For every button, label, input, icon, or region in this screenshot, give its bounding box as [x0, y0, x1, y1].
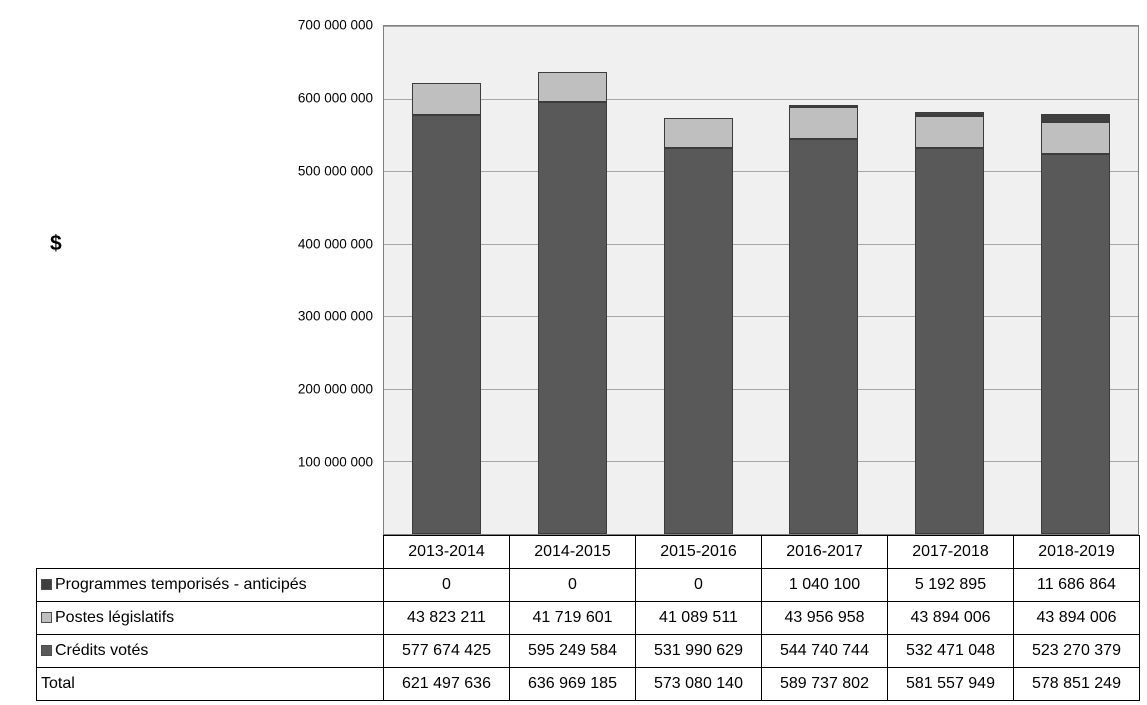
bar-slot-2015-2016: [635, 26, 761, 534]
value-cell: 544 740 744: [761, 634, 888, 668]
year-header-cell: 2016-2017: [761, 535, 888, 569]
total-value-cell: 636 969 185: [509, 667, 636, 701]
series-label: Crédits votés: [55, 642, 149, 659]
series-label: Postes législatifs: [55, 609, 175, 626]
value-cell: 41 089 511: [635, 601, 762, 635]
value-cell: 595 249 584: [509, 634, 636, 668]
y-axis-ticks: 700 000 000 600 000 000 500 000 000 400 000…: [0, 18, 378, 535]
value-cell: 1 040 100: [761, 568, 888, 602]
data-table: 2013-2014 2014-2015 2015-2016 2016-2017 2017…: [36, 535, 1140, 701]
bar-segment: [663, 147, 733, 534]
row-label-cell: Postes législatifs: [36, 601, 384, 635]
y-tick-label: 500 000 000: [297, 163, 373, 179]
gridline: [384, 316, 1138, 318]
bar-segment: [789, 106, 859, 139]
legend-swatch: [41, 645, 52, 656]
total-value-cell: 621 497 636: [383, 667, 510, 701]
bar-segment: [1040, 154, 1110, 534]
bar-slot-2017-2018: [887, 26, 1013, 534]
gridline: [384, 243, 1138, 245]
total-value-cell: 589 737 802: [761, 667, 888, 701]
bar-segment: [537, 71, 608, 103]
year-header-cell: 2014-2015: [509, 535, 636, 569]
stacked-bar: [1040, 26, 1110, 534]
bar-segment: [914, 111, 985, 116]
gridline: [384, 388, 1138, 390]
bar-segment: [663, 118, 733, 148]
year-header-cell: 2017-2018: [887, 535, 1014, 569]
bar-segment: [914, 147, 985, 534]
bar-segment: [412, 114, 482, 534]
table-corner-cell: [37, 536, 384, 569]
value-cell: 43 823 211: [383, 601, 510, 635]
y-tick-label: 400 000 000: [297, 236, 373, 252]
bar-slot-2018-2019: [1012, 26, 1138, 534]
value-cell: 41 719 601: [509, 601, 636, 635]
bar-segment: [1040, 122, 1110, 155]
gridline: [384, 26, 1138, 27]
total-value-cell: 578 851 249: [1013, 667, 1140, 701]
year-header-cell: 2013-2014: [383, 535, 510, 569]
y-tick-label: 600 000 000: [297, 90, 373, 106]
total-value-cell: 581 557 949: [887, 667, 1014, 701]
bar-segment: [789, 138, 859, 534]
row-label-cell: Programmes temporisés - anticipés: [36, 568, 384, 602]
bar-slot-2013-2014: [384, 26, 510, 534]
bar-segment: [914, 115, 985, 148]
value-cell: 43 894 006: [887, 601, 1014, 635]
stacked-bar: [412, 26, 482, 534]
bars-container: [384, 26, 1138, 534]
row-label-cell: Crédits votés: [36, 634, 384, 668]
stacked-bar: [663, 26, 733, 534]
table-header-row: 2013-2014 2014-2015 2015-2016 2016-2017 2017…: [37, 535, 1140, 569]
table-row: Crédits votés 577 674 425 595 249 584 531 9…: [36, 634, 1140, 668]
bar-segment: [412, 82, 482, 115]
total-label-cell: Total: [36, 667, 384, 701]
value-cell: 531 990 629: [635, 634, 762, 668]
bar-slot-2014-2015: [510, 26, 636, 534]
series-label: Programmes temporisés - anticipés: [55, 576, 307, 593]
value-cell: 5 192 895: [887, 568, 1014, 602]
table-row: Postes législatifs 43 823 211 41 719 601 41…: [36, 601, 1140, 635]
table-total-row: Total 621 497 636 636 969 185 573 080 140 58…: [36, 667, 1140, 701]
gridline: [384, 461, 1138, 463]
y-axis-title: $: [50, 232, 62, 255]
year-header-cell: 2015-2016: [635, 535, 762, 569]
legend-swatch: [41, 612, 52, 623]
stacked-bar: [789, 26, 859, 534]
y-tick-label: 200 000 000: [297, 381, 373, 397]
gridline: [384, 98, 1138, 100]
stacked-bar: [914, 26, 985, 534]
legend-swatch: [41, 579, 52, 590]
stacked-bar: [537, 26, 608, 534]
bar-segment: [789, 104, 859, 107]
y-tick-label: 300 000 000: [297, 308, 373, 324]
value-cell: 523 270 379: [1013, 634, 1140, 668]
value-cell: 43 956 958: [761, 601, 888, 635]
y-tick-label: 100 000 000: [297, 454, 373, 470]
bar-segment: [1040, 113, 1110, 123]
value-cell: 11 686 864: [1013, 568, 1140, 602]
value-cell: 532 471 048: [887, 634, 1014, 668]
table-row: Programmes temporisés - anticipés 0 0 0 1 04…: [36, 568, 1140, 602]
value-cell: 0: [509, 568, 636, 602]
value-cell: 0: [635, 568, 762, 602]
value-cell: 577 674 425: [383, 634, 510, 668]
y-tick-label: 700 000 000: [297, 17, 373, 33]
year-header-cell: 2018-2019: [1013, 535, 1140, 569]
gridline: [384, 171, 1138, 173]
total-value-cell: 573 080 140: [635, 667, 762, 701]
plot-area: [383, 25, 1139, 535]
bar-segment: [537, 102, 608, 534]
bar-slot-2016-2017: [761, 26, 887, 534]
value-cell: 43 894 006: [1013, 601, 1140, 635]
value-cell: 0: [383, 568, 510, 602]
